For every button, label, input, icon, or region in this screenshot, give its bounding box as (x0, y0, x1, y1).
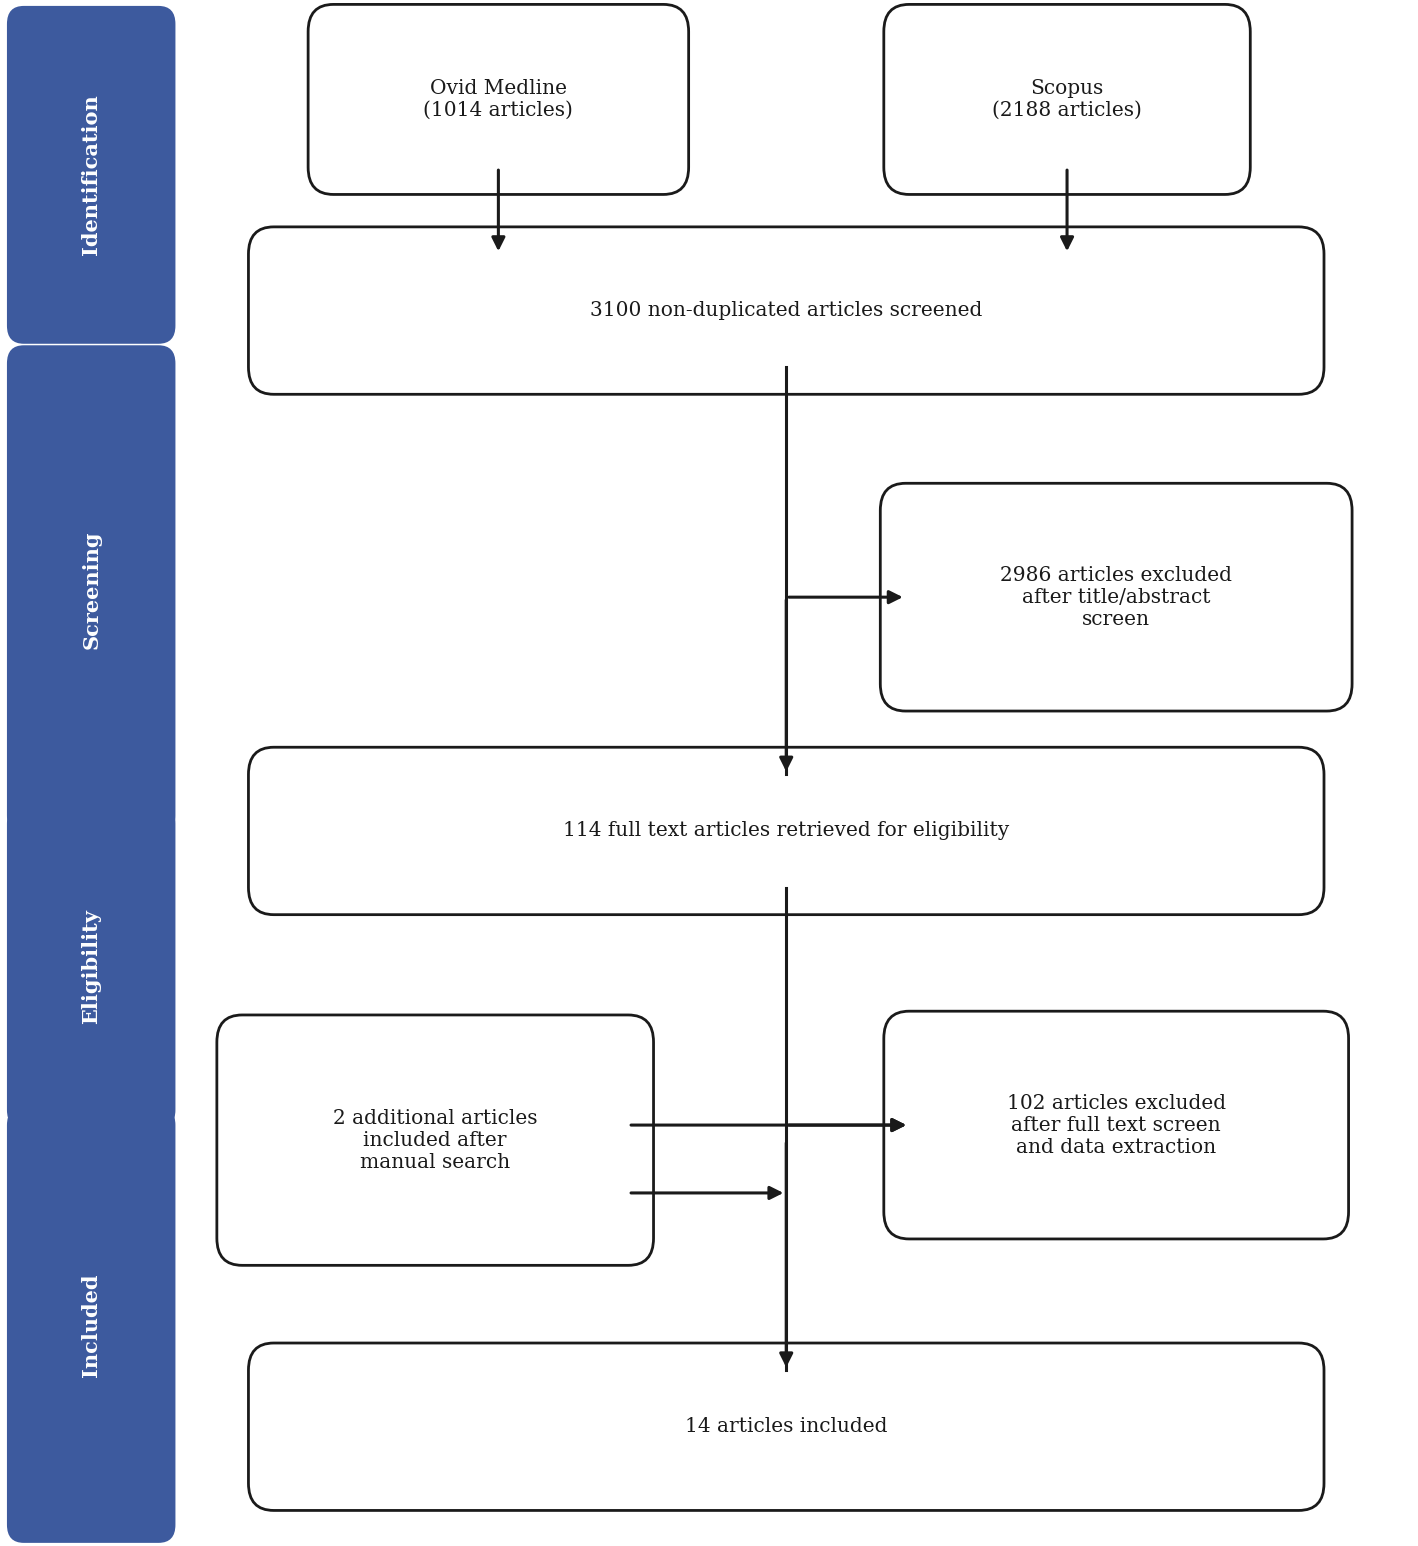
Text: Identification: Identification (81, 94, 101, 255)
FancyBboxPatch shape (248, 1343, 1324, 1510)
FancyBboxPatch shape (7, 6, 176, 343)
Text: 2 additional articles
included after
manual search: 2 additional articles included after man… (333, 1108, 537, 1172)
Text: Included: Included (81, 1274, 101, 1376)
Text: 102 articles excluded
after full text screen
and data extraction: 102 articles excluded after full text sc… (1007, 1093, 1225, 1156)
Text: Ovid Medline
(1014 articles): Ovid Medline (1014 articles) (424, 79, 573, 121)
FancyBboxPatch shape (883, 1011, 1349, 1238)
FancyBboxPatch shape (248, 227, 1324, 394)
FancyBboxPatch shape (217, 1016, 654, 1265)
FancyBboxPatch shape (883, 5, 1251, 195)
Text: Scopus
(2188 articles): Scopus (2188 articles) (993, 79, 1141, 121)
FancyBboxPatch shape (308, 5, 689, 195)
Text: 3100 non-duplicated articles screened: 3100 non-duplicated articles screened (590, 301, 983, 320)
Text: 2986 articles excluded
after title/abstract
screen: 2986 articles excluded after title/abstr… (1000, 566, 1232, 629)
FancyBboxPatch shape (248, 747, 1324, 915)
FancyBboxPatch shape (7, 345, 176, 833)
FancyBboxPatch shape (7, 1107, 176, 1543)
Text: Screening: Screening (81, 530, 101, 649)
FancyBboxPatch shape (7, 805, 176, 1129)
FancyBboxPatch shape (881, 484, 1353, 711)
Text: 14 articles included: 14 articles included (685, 1418, 888, 1436)
Text: 114 full text articles retrieved for eligibility: 114 full text articles retrieved for eli… (563, 821, 1010, 841)
Text: Eligibility: Eligibility (81, 909, 101, 1023)
